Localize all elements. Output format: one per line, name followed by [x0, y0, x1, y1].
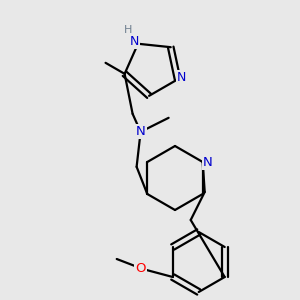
Text: N: N [129, 35, 139, 48]
Text: N: N [177, 71, 186, 84]
Text: N: N [203, 155, 213, 169]
Text: N: N [136, 125, 146, 138]
Text: H: H [124, 25, 132, 35]
Text: O: O [136, 262, 146, 275]
